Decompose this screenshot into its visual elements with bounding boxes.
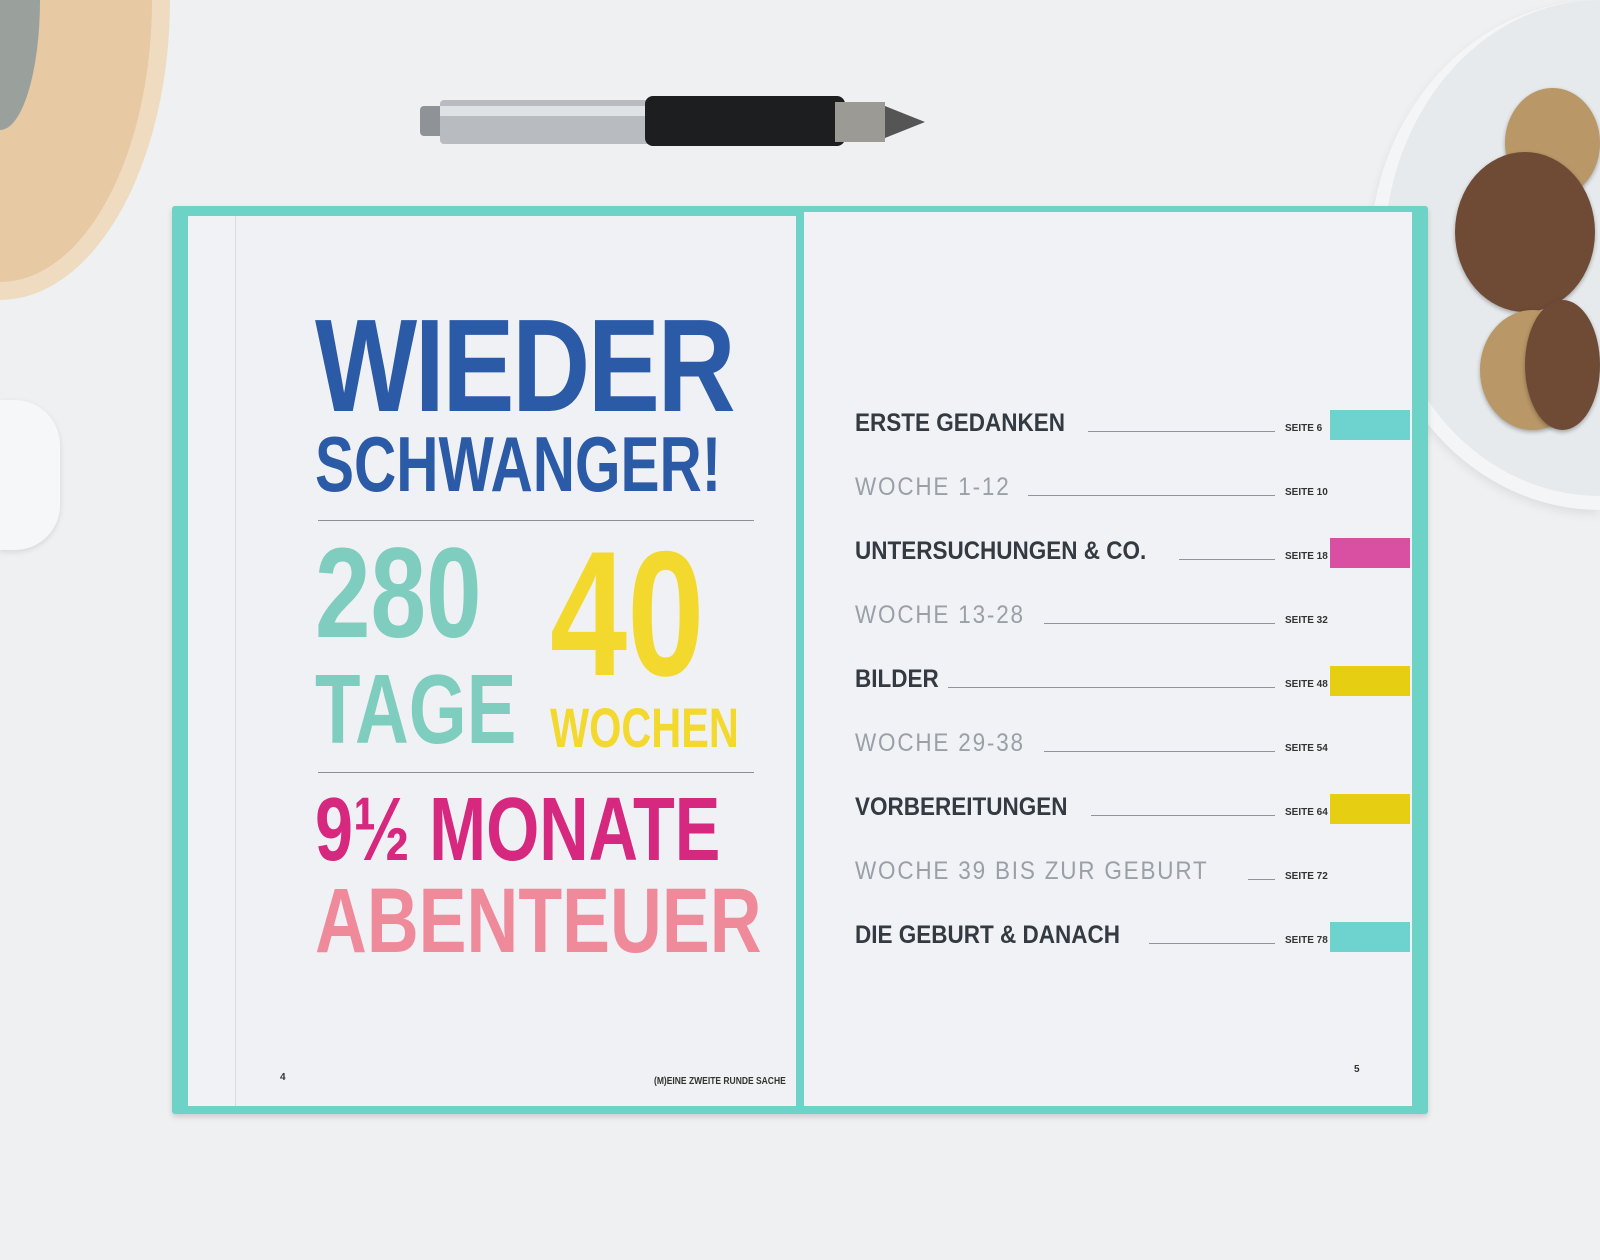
toc-page: SEITE 10 <box>1285 487 1328 498</box>
toc-page: SEITE 48 <box>1285 679 1328 690</box>
leader-line <box>1247 879 1275 880</box>
leader-line <box>948 687 1275 688</box>
toc-title: WOCHE 13-28 <box>855 601 1025 629</box>
toc-entry: BILDER SEITE 48 <box>855 662 1328 694</box>
leader-line <box>1027 495 1275 496</box>
title-wieder: WIEDER <box>315 292 736 439</box>
leader-line <box>1178 559 1275 560</box>
leader-line <box>1088 431 1275 432</box>
months-line: 9½ MONATE <box>315 780 721 880</box>
toc-page: SEITE 72 <box>1285 871 1328 882</box>
cookie <box>1525 300 1600 430</box>
toc-title: VORBEREITUNGEN <box>855 793 1068 821</box>
running-footer: (M)EINE ZWEITE RUNDE SACHE <box>654 1076 786 1087</box>
title-schwanger: SCHWANGER! <box>315 420 722 508</box>
toc-page: SEITE 78 <box>1285 935 1328 946</box>
leader-line <box>1149 943 1275 944</box>
leader-line <box>1043 623 1275 624</box>
leader-line <box>1091 815 1275 816</box>
weeks-number: 40 <box>550 514 705 713</box>
section-tab <box>1330 794 1410 824</box>
toc-title: ERSTE GEDANKEN <box>855 409 1066 437</box>
toc-title: WOCHE 39 BIS ZUR GEBURT <box>855 857 1209 885</box>
adventure-line: ABENTEUER <box>315 870 762 972</box>
toc-title: BILDER <box>855 665 939 693</box>
divider <box>318 772 754 773</box>
section-tab <box>1330 410 1410 440</box>
section-tab <box>1330 538 1410 568</box>
divider <box>318 520 754 521</box>
white-mould <box>0 400 60 550</box>
toc-title: DIE GEBURT & DANACH <box>855 921 1121 949</box>
toc-entry: VORBEREITUNGEN SEITE 64 <box>855 790 1328 822</box>
toc-title: WOCHE 29-38 <box>855 729 1025 757</box>
toc-entry: ERSTE GEDANKEN SEITE 6 <box>855 406 1325 438</box>
section-tab <box>1330 666 1410 696</box>
right-page-number: 5 <box>1354 1064 1360 1075</box>
toc-page: SEITE 64 <box>1285 807 1328 818</box>
leader-line <box>1043 751 1275 752</box>
left-page-content <box>235 216 796 1106</box>
toc-page: SEITE 54 <box>1285 743 1328 754</box>
toc-title: WOCHE 1-12 <box>855 473 1011 501</box>
days-label: TAGE <box>315 654 517 764</box>
section-tab <box>1330 922 1410 952</box>
toc-page: SEITE 32 <box>1285 615 1328 626</box>
toc-entry: WOCHE 29-38 SEITE 54 <box>855 726 1328 758</box>
pencil <box>420 96 925 146</box>
toc-entry: WOCHE 1-12 SEITE 10 <box>855 470 1328 502</box>
toc-title: UNTERSUCHUNGEN & CO. <box>855 537 1147 565</box>
toc-entry: DIE GEBURT & DANACH SEITE 78 <box>855 918 1328 950</box>
days-number: 280 <box>315 522 482 665</box>
toc-page: SEITE 6 <box>1285 423 1323 434</box>
toc-entry: UNTERSUCHUNGEN & CO. SEITE 18 <box>855 534 1328 566</box>
right-page <box>804 212 1412 1106</box>
toc-entry: WOCHE 13-28 SEITE 32 <box>855 598 1328 630</box>
toc-entry: WOCHE 39 BIS ZUR GEBURT SEITE 72 <box>855 854 1328 886</box>
toc-page: SEITE 18 <box>1285 551 1328 562</box>
cookie <box>1455 152 1595 312</box>
left-page-number: 4 <box>280 1072 286 1083</box>
weeks-label: WOCHEN <box>550 696 739 759</box>
